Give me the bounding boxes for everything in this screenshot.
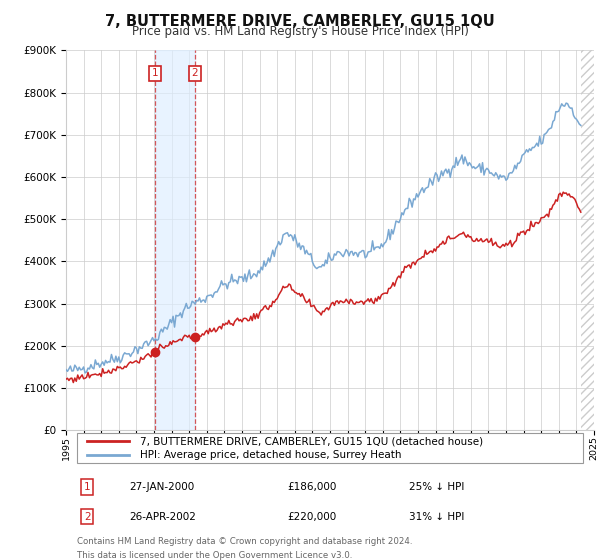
Text: 25% ↓ HPI: 25% ↓ HPI — [409, 482, 464, 492]
Text: 7, BUTTERMERE DRIVE, CAMBERLEY, GU15 1QU (detached house): 7, BUTTERMERE DRIVE, CAMBERLEY, GU15 1QU… — [140, 436, 483, 446]
Text: £186,000: £186,000 — [288, 482, 337, 492]
Bar — [155, 50, 195, 430]
Text: 26-APR-2002: 26-APR-2002 — [130, 512, 196, 522]
Text: 2: 2 — [84, 512, 91, 522]
Text: 31% ↓ HPI: 31% ↓ HPI — [409, 512, 464, 522]
Text: 2: 2 — [191, 68, 199, 78]
Bar — [581, 50, 594, 430]
Text: Price paid vs. HM Land Registry's House Price Index (HPI): Price paid vs. HM Land Registry's House … — [131, 25, 469, 38]
Text: HPI: Average price, detached house, Surrey Heath: HPI: Average price, detached house, Surr… — [140, 450, 401, 460]
Text: 1: 1 — [152, 68, 159, 78]
Text: This data is licensed under the Open Government Licence v3.0.: This data is licensed under the Open Gov… — [77, 552, 352, 560]
Text: 1: 1 — [84, 482, 91, 492]
Text: 27-JAN-2000: 27-JAN-2000 — [130, 482, 194, 492]
Text: Contains HM Land Registry data © Crown copyright and database right 2024.: Contains HM Land Registry data © Crown c… — [77, 537, 412, 546]
Text: 7, BUTTERMERE DRIVE, CAMBERLEY, GU15 1QU: 7, BUTTERMERE DRIVE, CAMBERLEY, GU15 1QU — [105, 14, 495, 29]
Text: £220,000: £220,000 — [288, 512, 337, 522]
